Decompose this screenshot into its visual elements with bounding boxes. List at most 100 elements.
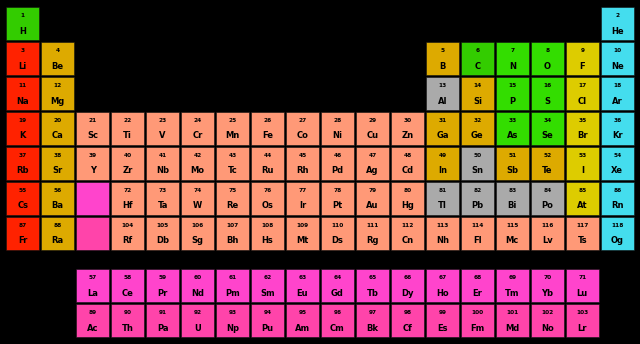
Bar xyxy=(111,217,144,250)
Text: In: In xyxy=(438,166,447,175)
Bar xyxy=(216,147,249,180)
Bar xyxy=(146,217,179,250)
Text: Mo: Mo xyxy=(191,166,205,175)
Text: 20: 20 xyxy=(54,118,62,123)
Text: Ts: Ts xyxy=(577,236,587,245)
Text: Pd: Pd xyxy=(332,166,344,175)
Bar xyxy=(426,147,459,180)
Bar xyxy=(461,182,494,215)
Text: Br: Br xyxy=(577,131,588,140)
Text: 10: 10 xyxy=(613,48,621,53)
Text: Bh: Bh xyxy=(227,236,239,245)
Bar xyxy=(6,77,39,110)
Bar xyxy=(76,182,109,215)
Text: Mn: Mn xyxy=(225,131,240,140)
Bar xyxy=(41,182,74,215)
Text: Tm: Tm xyxy=(505,289,520,298)
Text: 86: 86 xyxy=(613,188,621,193)
Text: 29: 29 xyxy=(369,118,376,123)
Bar xyxy=(426,217,459,250)
Text: Zn: Zn xyxy=(401,131,413,140)
Text: Pr: Pr xyxy=(157,289,168,298)
Text: Lu: Lu xyxy=(577,289,588,298)
Text: Ba: Ba xyxy=(52,202,64,211)
Text: 61: 61 xyxy=(228,276,237,280)
Text: Sm: Sm xyxy=(260,289,275,298)
Bar xyxy=(461,77,494,110)
Bar xyxy=(426,112,459,145)
Bar xyxy=(6,42,39,75)
Text: 4: 4 xyxy=(56,48,60,53)
Bar xyxy=(601,7,634,40)
Text: Fm: Fm xyxy=(470,324,484,333)
Bar xyxy=(216,182,249,215)
Bar xyxy=(566,217,599,250)
Text: 72: 72 xyxy=(124,188,132,193)
Text: Nd: Nd xyxy=(191,289,204,298)
Text: 11: 11 xyxy=(19,83,27,88)
Text: 7: 7 xyxy=(510,48,515,53)
Bar xyxy=(251,269,284,302)
Text: Nh: Nh xyxy=(436,236,449,245)
Text: 46: 46 xyxy=(333,153,342,158)
Bar xyxy=(286,182,319,215)
Text: 49: 49 xyxy=(438,153,447,158)
Bar xyxy=(321,304,354,337)
Bar xyxy=(76,147,109,180)
Text: 79: 79 xyxy=(369,188,376,193)
Text: 81: 81 xyxy=(438,188,447,193)
Text: 66: 66 xyxy=(403,276,412,280)
Text: Ge: Ge xyxy=(471,131,484,140)
Text: 83: 83 xyxy=(508,188,516,193)
Bar xyxy=(181,112,214,145)
Text: 89: 89 xyxy=(88,310,97,315)
Text: 40: 40 xyxy=(124,153,132,158)
Text: Ga: Ga xyxy=(436,131,449,140)
Text: P: P xyxy=(509,97,515,106)
Text: Tb: Tb xyxy=(367,289,378,298)
Text: 33: 33 xyxy=(508,118,516,123)
Text: Zr: Zr xyxy=(122,166,133,175)
Bar xyxy=(461,304,494,337)
Text: 92: 92 xyxy=(193,310,202,315)
Bar xyxy=(601,112,634,145)
Text: Lv: Lv xyxy=(542,236,553,245)
Text: Rh: Rh xyxy=(296,166,308,175)
Bar xyxy=(531,147,564,180)
Bar xyxy=(566,182,599,215)
Text: 105: 105 xyxy=(157,223,169,228)
Text: 74: 74 xyxy=(193,188,202,193)
Text: 116: 116 xyxy=(541,223,554,228)
Bar xyxy=(566,269,599,302)
Text: 25: 25 xyxy=(228,118,237,123)
Text: 117: 117 xyxy=(576,223,589,228)
Text: Xe: Xe xyxy=(611,166,623,175)
Bar xyxy=(566,42,599,75)
Text: Pu: Pu xyxy=(262,324,274,333)
Bar xyxy=(531,112,564,145)
Text: 118: 118 xyxy=(611,223,623,228)
Bar xyxy=(496,147,529,180)
Bar xyxy=(6,217,39,250)
Text: Ru: Ru xyxy=(261,166,274,175)
Bar xyxy=(6,182,39,215)
Bar xyxy=(461,147,494,180)
Text: 32: 32 xyxy=(473,118,481,123)
Text: Cs: Cs xyxy=(17,202,28,211)
Bar xyxy=(286,217,319,250)
Text: Y: Y xyxy=(90,166,95,175)
Text: Ne: Ne xyxy=(611,62,623,71)
Bar xyxy=(426,269,459,302)
Text: Hg: Hg xyxy=(401,202,414,211)
Text: Dy: Dy xyxy=(401,289,413,298)
Bar xyxy=(356,182,389,215)
Text: Cl: Cl xyxy=(578,97,587,106)
Text: 77: 77 xyxy=(298,188,307,193)
Bar xyxy=(391,217,424,250)
Text: 57: 57 xyxy=(88,276,97,280)
Text: H: H xyxy=(19,26,26,35)
Text: Rb: Rb xyxy=(17,166,29,175)
Bar xyxy=(461,112,494,145)
Bar xyxy=(181,147,214,180)
Text: Ra: Ra xyxy=(52,236,64,245)
